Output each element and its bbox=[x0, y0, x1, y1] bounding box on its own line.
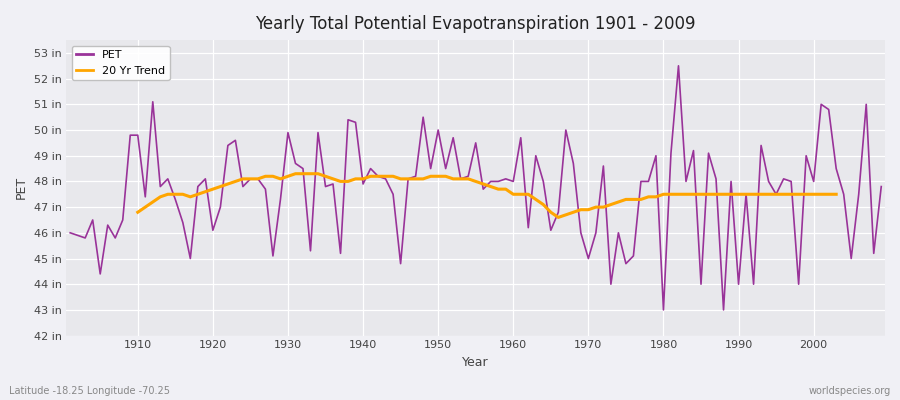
PET bbox=[673, 64, 684, 68]
Line: 20 Yr Trend: 20 Yr Trend bbox=[138, 174, 836, 217]
PET bbox=[598, 164, 608, 168]
20 Yr Trend bbox=[132, 210, 143, 215]
Y-axis label: PET: PET bbox=[15, 176, 28, 200]
PET bbox=[508, 179, 518, 184]
X-axis label: Year: Year bbox=[463, 356, 489, 369]
20 Yr Trend bbox=[673, 192, 684, 197]
Line: PET: PET bbox=[70, 66, 881, 310]
Text: Latitude -18.25 Longitude -70.25: Latitude -18.25 Longitude -70.25 bbox=[9, 386, 170, 396]
PET bbox=[65, 230, 76, 235]
PET bbox=[125, 133, 136, 138]
20 Yr Trend bbox=[831, 192, 842, 197]
Title: Yearly Total Potential Evapotranspiration 1901 - 2009: Yearly Total Potential Evapotranspiratio… bbox=[256, 15, 696, 33]
Text: worldspecies.org: worldspecies.org bbox=[809, 386, 891, 396]
PET bbox=[335, 251, 346, 256]
20 Yr Trend bbox=[320, 174, 331, 179]
20 Yr Trend bbox=[568, 210, 579, 215]
20 Yr Trend bbox=[253, 176, 264, 181]
PET bbox=[658, 308, 669, 312]
PET bbox=[500, 176, 511, 181]
PET bbox=[876, 184, 886, 189]
PET bbox=[290, 161, 301, 166]
20 Yr Trend bbox=[410, 176, 421, 181]
20 Yr Trend bbox=[553, 215, 563, 220]
Legend: PET, 20 Yr Trend: PET, 20 Yr Trend bbox=[72, 46, 169, 80]
20 Yr Trend bbox=[433, 174, 444, 179]
20 Yr Trend bbox=[290, 171, 301, 176]
